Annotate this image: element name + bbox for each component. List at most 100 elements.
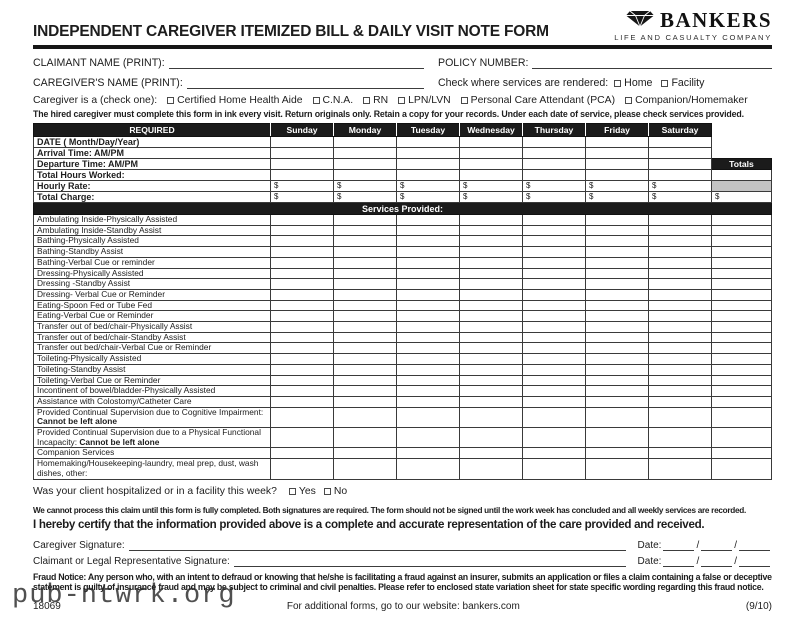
service-cell[interactable] <box>333 321 397 333</box>
required-cell[interactable] <box>333 158 397 170</box>
service-cell[interactable] <box>270 342 334 355</box>
service-totals-cell[interactable] <box>711 267 772 280</box>
required-cell[interactable]: $ <box>333 191 397 203</box>
required-cell[interactable]: $ <box>459 180 523 192</box>
required-cell[interactable]: $ <box>585 180 649 192</box>
service-cell[interactable] <box>459 235 523 248</box>
required-cell[interactable] <box>648 147 712 159</box>
service-totals-cell[interactable] <box>711 278 772 290</box>
service-cell[interactable] <box>585 256 649 269</box>
required-cell[interactable]: $ <box>522 191 586 203</box>
service-totals-cell[interactable] <box>711 447 772 460</box>
service-cell[interactable] <box>522 395 586 408</box>
service-cell[interactable] <box>648 214 712 226</box>
required-cell[interactable] <box>522 136 586 148</box>
caregiver-type-checkbox[interactable] <box>460 97 468 104</box>
service-cell[interactable] <box>522 278 586 290</box>
service-cell[interactable] <box>522 299 586 312</box>
service-cell[interactable] <box>396 374 460 387</box>
required-cell[interactable] <box>270 136 334 148</box>
service-totals-cell[interactable] <box>711 458 772 480</box>
service-cell[interactable] <box>396 458 460 480</box>
service-cell[interactable] <box>270 214 334 226</box>
service-cell[interactable] <box>333 353 397 365</box>
service-cell[interactable] <box>333 278 397 290</box>
service-cell[interactable] <box>396 363 460 376</box>
service-cell[interactable] <box>522 224 586 237</box>
claimant-signature-input[interactable] <box>233 557 626 567</box>
service-cell[interactable] <box>648 224 712 237</box>
date-year-input[interactable] <box>739 541 770 551</box>
service-cell[interactable] <box>270 458 334 480</box>
service-totals-cell[interactable] <box>711 363 772 376</box>
service-cell[interactable] <box>333 256 397 269</box>
required-cell[interactable] <box>459 136 523 148</box>
required-cell[interactable]: $ <box>459 191 523 203</box>
service-cell[interactable] <box>648 278 712 290</box>
service-cell[interactable] <box>396 256 460 269</box>
service-cell[interactable] <box>333 331 397 344</box>
required-cell[interactable] <box>270 147 334 159</box>
service-cell[interactable] <box>396 395 460 408</box>
service-totals-cell[interactable] <box>711 353 772 365</box>
totals-cell[interactable]: $ <box>711 191 772 203</box>
service-cell[interactable] <box>648 447 712 460</box>
service-cell[interactable] <box>333 447 397 460</box>
service-cell[interactable] <box>522 458 586 480</box>
service-cell[interactable] <box>459 395 523 408</box>
service-cell[interactable] <box>585 224 649 237</box>
service-cell[interactable] <box>648 385 712 397</box>
service-cell[interactable] <box>270 278 334 290</box>
service-cell[interactable] <box>270 299 334 312</box>
service-cell[interactable] <box>333 427 397 449</box>
date-month-input[interactable] <box>663 557 695 567</box>
required-cell[interactable] <box>648 158 712 170</box>
date-day-input[interactable] <box>701 541 733 551</box>
service-cell[interactable] <box>585 331 649 344</box>
service-cell[interactable] <box>333 235 397 248</box>
service-cell[interactable] <box>459 342 523 355</box>
service-cell[interactable] <box>459 331 523 344</box>
service-cell[interactable] <box>333 458 397 480</box>
required-cell[interactable] <box>522 147 586 159</box>
service-cell[interactable] <box>333 342 397 355</box>
required-cell[interactable] <box>396 158 460 170</box>
service-cell[interactable] <box>459 374 523 387</box>
service-cell[interactable] <box>648 310 712 323</box>
service-cell[interactable] <box>585 406 649 429</box>
service-cell[interactable] <box>648 267 712 280</box>
service-cell[interactable] <box>459 385 523 397</box>
service-cell[interactable] <box>270 288 334 301</box>
service-cell[interactable] <box>648 427 712 449</box>
required-cell[interactable]: $ <box>648 180 712 192</box>
service-cell[interactable] <box>270 256 334 269</box>
required-cell[interactable] <box>459 147 523 159</box>
required-cell[interactable] <box>333 169 397 181</box>
service-cell[interactable] <box>522 385 586 397</box>
required-cell[interactable] <box>396 169 460 181</box>
service-totals-cell[interactable] <box>711 385 772 397</box>
service-cell[interactable] <box>585 385 649 397</box>
service-cell[interactable] <box>585 310 649 323</box>
service-cell[interactable] <box>459 256 523 269</box>
required-cell[interactable] <box>396 147 460 159</box>
service-cell[interactable] <box>459 224 523 237</box>
service-cell[interactable] <box>333 363 397 376</box>
service-cell[interactable] <box>585 447 649 460</box>
service-cell[interactable] <box>333 374 397 387</box>
totals-cell[interactable] <box>711 169 772 181</box>
service-cell[interactable] <box>459 278 523 290</box>
service-cell[interactable] <box>648 299 712 312</box>
service-cell[interactable] <box>648 406 712 429</box>
date-year-input[interactable] <box>739 557 770 567</box>
hospitalized-checkbox[interactable] <box>288 487 296 495</box>
service-cell[interactable] <box>585 458 649 480</box>
service-totals-cell[interactable] <box>711 395 772 408</box>
caregiver-name-input[interactable] <box>186 79 424 89</box>
service-totals-cell[interactable] <box>711 214 772 226</box>
required-cell[interactable]: $ <box>270 180 334 192</box>
required-cell[interactable]: $ <box>585 191 649 203</box>
required-cell[interactable] <box>522 169 586 181</box>
service-cell[interactable] <box>585 342 649 355</box>
service-cell[interactable] <box>333 246 397 258</box>
